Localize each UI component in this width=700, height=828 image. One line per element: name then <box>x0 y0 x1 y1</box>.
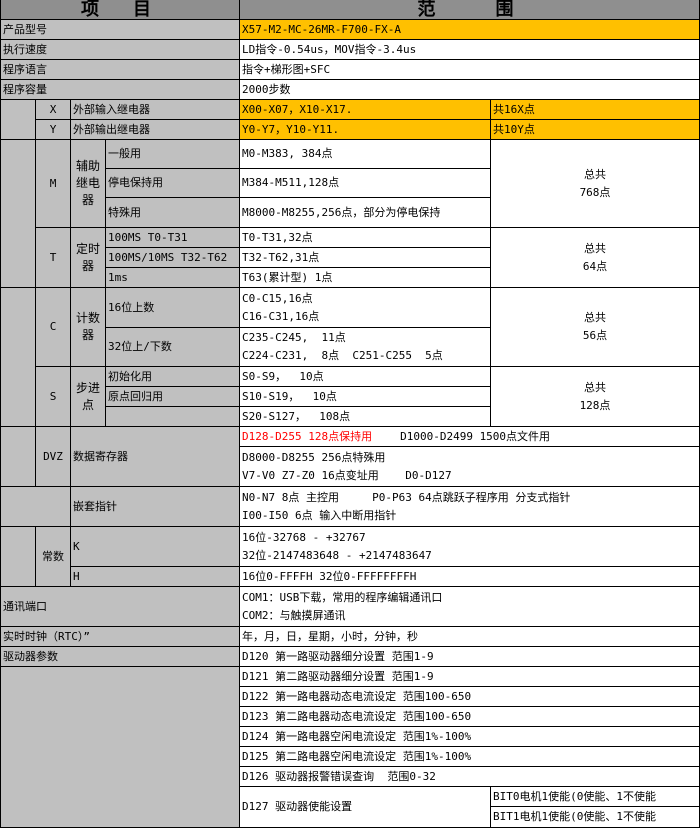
value-m: M384-M511,128点 <box>240 169 491 198</box>
label-h: H <box>71 567 240 587</box>
code-y: Y <box>36 120 71 140</box>
blank-cell <box>0 427 36 487</box>
value-driver: D124 第一路电器空闲电流设定 范围1%-100% <box>240 727 700 747</box>
value-driver: D121 第二路驱动器细分设置 范围1-9 <box>240 667 700 687</box>
value-nest: N0-N7 8点 主控用 P0-P63 64点跳跃子程序用 分支式指针 I00-… <box>240 487 700 527</box>
label-speed: 执行速度 <box>0 40 240 60</box>
header-range: 范 围 <box>240 0 700 20</box>
value-driver: D126 驱动器报警错误查询 范围0-32 <box>240 767 700 787</box>
label-s <box>106 407 240 427</box>
blank-cell <box>0 288 36 427</box>
label-s: 原点回归用 <box>106 387 240 407</box>
value-h: 16位0-FFFFH 32位0-FFFFFFFFH <box>240 567 700 587</box>
value-driver: D125 第二路电器空闲电流设定 范围1%-100% <box>240 747 700 767</box>
value-driver: D122 第一路电器动态电流设定 范围100-650 <box>240 687 700 707</box>
label-m: 一般用 <box>106 140 240 169</box>
label-nest: 嵌套指针 <box>71 487 240 527</box>
value-c: C235-C245, 11点 C224-C231, 8点 C251-C255 5… <box>240 328 491 367</box>
label-c: 16位上数 <box>106 288 240 328</box>
blank-cell <box>0 667 240 828</box>
group-s: 步进点 <box>71 367 106 427</box>
value-t: T32-T62,31点 <box>240 248 491 268</box>
code-c: C <box>36 288 71 367</box>
total-s: 总共 128点 <box>491 367 700 427</box>
label-k: K <box>71 527 240 567</box>
label-driver: 驱动器参数 <box>0 647 240 667</box>
value-s: S10-S19， 10点 <box>240 387 491 407</box>
blank-cell <box>0 100 36 140</box>
value-driver-bit: BIT1电机1使能(0使能、1不使能 <box>491 807 700 828</box>
value-model: X57-M2-MC-26MR-F700-FX-A <box>240 20 700 40</box>
blank-cell <box>0 487 71 527</box>
value-dvz-line2: D8000-D8255 256点特殊用 V7-V0 Z7-Z0 16点变址用 D… <box>240 447 700 487</box>
code-dvz: DVZ <box>36 427 71 487</box>
label-t: 1ms <box>106 268 240 288</box>
label-language: 程序语言 <box>0 60 240 80</box>
label-y: 外部输出继电器 <box>71 120 240 140</box>
label-rtc: 实时时钟（RTC）” <box>0 627 240 647</box>
group-t: 定时器 <box>71 228 106 288</box>
group-m: 辅助继电器 <box>71 140 106 228</box>
value-t: T0-T31,32点 <box>240 228 491 248</box>
blank-cell <box>0 527 36 587</box>
value-k: 16位-32768 - +32767 32位-2147483648 - +214… <box>240 527 700 567</box>
value-driver: D120 第一路驱动器细分设置 范围1-9 <box>240 647 700 667</box>
value-x: X00-X07，X10-X17. <box>240 100 491 120</box>
label-c: 32位上/下数 <box>106 328 240 367</box>
value-language: 指令+梯形图+SFC <box>240 60 700 80</box>
code-m: M <box>36 140 71 228</box>
value-rtc: 年，月，日，星期，小时，分钟，秒 <box>240 627 700 647</box>
label-x: 外部输入继电器 <box>71 100 240 120</box>
dvz-retentive-range: D128-D255 128点保持用 <box>242 429 373 443</box>
label-comm: 通讯端口 <box>0 587 240 627</box>
total-y: 共10Y点 <box>491 120 700 140</box>
value-driver-bit: BIT0电机1使能(0使能、1不使能 <box>491 787 700 807</box>
value-t: T63(累计型) 1点 <box>240 268 491 288</box>
label-s: 初始化用 <box>106 367 240 387</box>
code-s: S <box>36 367 71 427</box>
value-s: S0-S9， 10点 <box>240 367 491 387</box>
total-t: 总共 64点 <box>491 228 700 288</box>
value-y: Y0-Y7，Y10-Y11. <box>240 120 491 140</box>
dvz-file-range: D1000-D2499 1500点文件用 <box>400 429 551 443</box>
value-c: C0-C15,16点 C16-C31,16点 <box>240 288 491 328</box>
value-s: S20-S127， 108点 <box>240 407 491 427</box>
label-model: 产品型号 <box>0 20 240 40</box>
header-item: 项 目 <box>0 0 240 20</box>
label-dvz: 数据寄存器 <box>71 427 240 487</box>
label-m: 特殊用 <box>106 198 240 228</box>
label-t: 100MS/10MS T32-T62 <box>106 248 240 268</box>
value-driver: D127 驱动器使能设置 <box>240 787 491 828</box>
label-const: 常数 <box>36 527 71 587</box>
code-x: X <box>36 100 71 120</box>
group-c: 计数器 <box>71 288 106 367</box>
label-t: 100MS T0-T31 <box>106 228 240 248</box>
total-x: 共16X点 <box>491 100 700 120</box>
label-capacity: 程序容量 <box>0 80 240 100</box>
code-t: T <box>36 228 71 288</box>
value-driver: D123 第二路电器动态电流设定 范围100-650 <box>240 707 700 727</box>
value-speed: LD指令-0.54us，MOV指令-3.4us <box>240 40 700 60</box>
value-capacity: 2000步数 <box>240 80 700 100</box>
label-m: 停电保持用 <box>106 169 240 198</box>
value-m: M8000-M8255,256点，部分为停电保持 <box>240 198 491 228</box>
total-c: 总共 56点 <box>491 288 700 367</box>
value-m: M0-M383, 384点 <box>240 140 491 169</box>
blank-cell <box>0 140 36 288</box>
value-comm: COM1：USB下载，常用的程序编辑通讯口 COM2：与触摸屏通讯 <box>240 587 700 627</box>
value-dvz-line1: D128-D255 128点保持用 D1000-D2499 1500点文件用 <box>240 427 700 447</box>
total-m: 总共 768点 <box>491 140 700 228</box>
